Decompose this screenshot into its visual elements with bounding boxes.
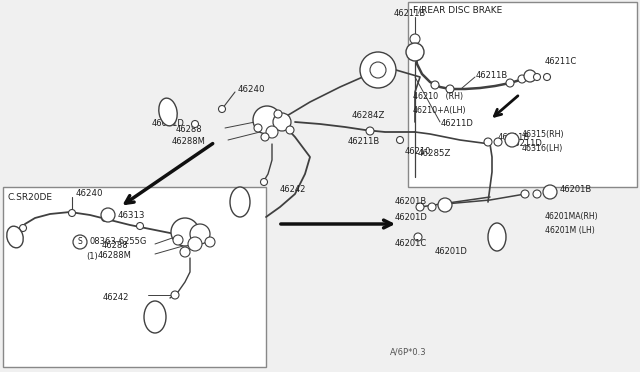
Circle shape: [266, 126, 278, 138]
Text: 46313: 46313: [118, 211, 145, 219]
Circle shape: [102, 215, 109, 221]
Circle shape: [370, 62, 386, 78]
Circle shape: [19, 224, 26, 231]
Ellipse shape: [7, 226, 23, 248]
Circle shape: [73, 235, 87, 249]
Text: 46284Z: 46284Z: [352, 112, 385, 121]
Circle shape: [366, 127, 374, 135]
Circle shape: [505, 133, 519, 147]
Circle shape: [101, 208, 115, 222]
Text: (1): (1): [86, 253, 98, 262]
Circle shape: [68, 209, 76, 217]
Circle shape: [171, 218, 199, 246]
Circle shape: [534, 74, 541, 80]
Ellipse shape: [230, 187, 250, 217]
Circle shape: [494, 138, 502, 146]
Circle shape: [506, 79, 514, 87]
Text: 46210: 46210: [405, 148, 431, 157]
Text: 46201M (LH): 46201M (LH): [545, 225, 595, 234]
Circle shape: [261, 133, 269, 141]
Circle shape: [171, 291, 179, 299]
Circle shape: [273, 113, 291, 131]
Text: 46201B: 46201B: [560, 185, 592, 193]
Text: 46021D: 46021D: [152, 119, 185, 128]
Ellipse shape: [159, 98, 177, 126]
Text: 46288M: 46288M: [172, 138, 206, 147]
Circle shape: [274, 110, 282, 118]
Text: S: S: [77, 237, 83, 247]
Circle shape: [191, 121, 198, 128]
Text: 46242: 46242: [280, 186, 307, 195]
Circle shape: [438, 198, 452, 212]
Circle shape: [397, 137, 403, 144]
Circle shape: [260, 179, 268, 186]
Text: 46240: 46240: [238, 86, 266, 94]
Circle shape: [180, 247, 190, 257]
Circle shape: [524, 70, 536, 82]
Circle shape: [484, 138, 492, 146]
Circle shape: [173, 235, 183, 245]
Circle shape: [410, 34, 420, 44]
Circle shape: [406, 43, 424, 61]
Circle shape: [416, 203, 424, 211]
Text: 46210   (RH): 46210 (RH): [413, 93, 463, 102]
Text: A/6P*0.3: A/6P*0.3: [390, 347, 427, 356]
Text: 46285Z: 46285Z: [418, 150, 451, 158]
Circle shape: [446, 85, 454, 93]
Circle shape: [254, 124, 262, 132]
Text: 46242: 46242: [103, 292, 129, 301]
Circle shape: [414, 233, 422, 241]
Text: 46288: 46288: [102, 241, 129, 250]
Text: 46201B: 46201B: [395, 198, 428, 206]
Bar: [3, 187, 266, 367]
Text: 46316(LH): 46316(LH): [522, 144, 563, 153]
Ellipse shape: [488, 223, 506, 251]
Circle shape: [286, 126, 294, 134]
Circle shape: [533, 190, 541, 198]
Text: 46288M: 46288M: [98, 251, 132, 260]
Text: 46288: 46288: [176, 125, 203, 135]
Bar: [408, 2, 637, 187]
Text: 46211B: 46211B: [476, 71, 508, 80]
Text: C.SR20DE: C.SR20DE: [8, 192, 53, 202]
Circle shape: [190, 224, 210, 244]
Circle shape: [431, 81, 439, 89]
Circle shape: [521, 190, 529, 198]
Circle shape: [188, 237, 202, 251]
Text: 46211B: 46211B: [498, 132, 531, 141]
Circle shape: [518, 75, 526, 83]
Text: 46211B: 46211B: [394, 10, 426, 19]
Text: 46201MA(RH): 46201MA(RH): [545, 212, 598, 221]
Text: 46201D: 46201D: [435, 247, 468, 257]
Text: 46211D: 46211D: [441, 119, 474, 128]
Text: F/REAR DISC BRAKE: F/REAR DISC BRAKE: [413, 6, 502, 15]
Text: 46240: 46240: [76, 189, 104, 199]
Text: 46211C: 46211C: [545, 58, 577, 67]
Circle shape: [205, 237, 215, 247]
Circle shape: [543, 185, 557, 199]
Circle shape: [136, 222, 143, 230]
Circle shape: [11, 233, 19, 241]
Circle shape: [253, 106, 281, 134]
Circle shape: [218, 106, 225, 112]
Text: 46201C: 46201C: [395, 240, 428, 248]
Circle shape: [428, 203, 436, 211]
Text: 08363-6255G: 08363-6255G: [90, 237, 147, 247]
Ellipse shape: [144, 301, 166, 333]
Circle shape: [543, 74, 550, 80]
Text: 46211B: 46211B: [348, 138, 380, 147]
Text: 46210+A(LH): 46210+A(LH): [413, 106, 467, 115]
Text: 46315(RH): 46315(RH): [522, 129, 564, 138]
Text: 46211D: 46211D: [510, 140, 543, 148]
Circle shape: [360, 52, 396, 88]
Text: 46201D: 46201D: [395, 212, 428, 221]
